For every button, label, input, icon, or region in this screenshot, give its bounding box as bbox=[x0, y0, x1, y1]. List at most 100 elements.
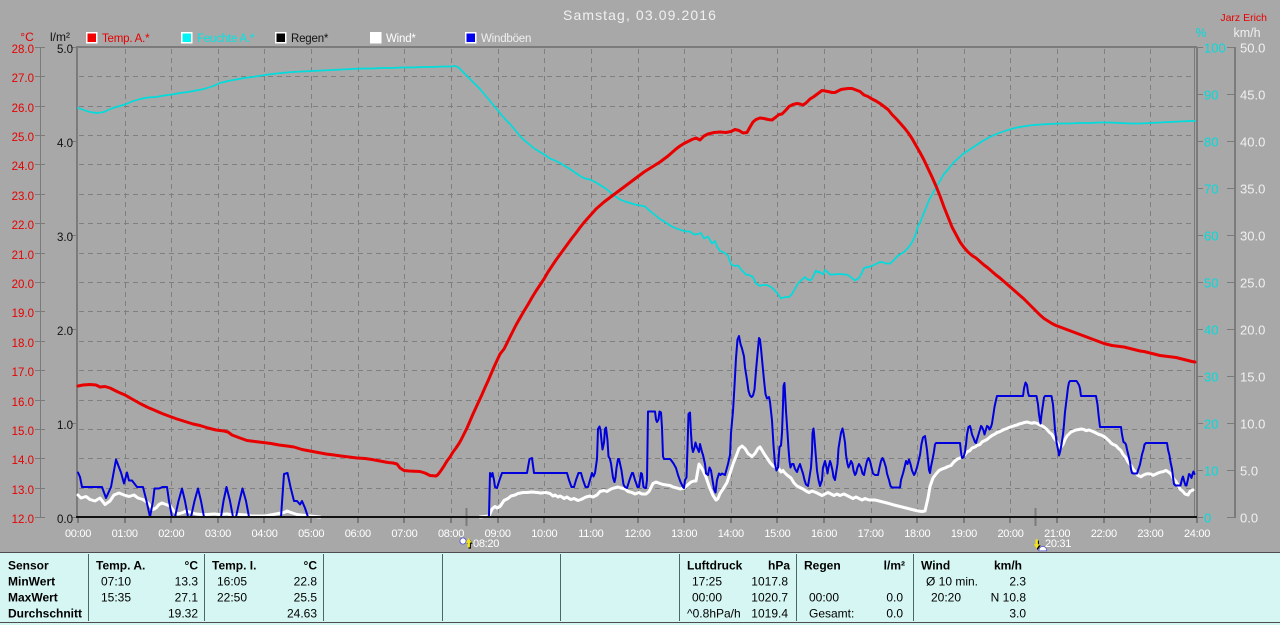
svg-text:25.0: 25.0 bbox=[12, 132, 34, 144]
svg-text:Wind*: Wind* bbox=[386, 33, 416, 45]
svg-text:20.0: 20.0 bbox=[12, 279, 34, 291]
svg-text:23:00: 23:00 bbox=[1137, 528, 1163, 540]
svg-text:5.0: 5.0 bbox=[1240, 464, 1258, 479]
svg-text:30: 30 bbox=[1204, 370, 1218, 385]
svg-text:05:00: 05:00 bbox=[298, 528, 324, 540]
svg-text:14:00: 14:00 bbox=[718, 528, 744, 540]
svg-text:24.63: 24.63 bbox=[287, 607, 317, 621]
svg-text:00:00: 00:00 bbox=[809, 591, 839, 605]
svg-text:20:20: 20:20 bbox=[931, 591, 961, 605]
svg-text:24:00: 24:00 bbox=[1184, 528, 1210, 540]
svg-text:13.3: 13.3 bbox=[175, 575, 199, 589]
svg-text:27.1: 27.1 bbox=[175, 591, 199, 605]
svg-text:04:00: 04:00 bbox=[251, 528, 277, 540]
svg-text:02:00: 02:00 bbox=[158, 528, 184, 540]
svg-text:0: 0 bbox=[1204, 511, 1211, 526]
svg-text:0.0: 0.0 bbox=[57, 514, 73, 526]
svg-text:°C: °C bbox=[304, 559, 318, 573]
svg-text:20:00: 20:00 bbox=[997, 528, 1023, 540]
svg-text:Feuchte A.*: Feuchte A.* bbox=[197, 33, 255, 45]
svg-text:hPa: hPa bbox=[768, 559, 790, 573]
svg-text:km/h: km/h bbox=[994, 559, 1022, 573]
svg-text:19.32: 19.32 bbox=[168, 607, 198, 621]
svg-text:MinWert: MinWert bbox=[8, 575, 55, 589]
svg-text:17:00: 17:00 bbox=[858, 528, 884, 540]
svg-text:07:00: 07:00 bbox=[391, 528, 417, 540]
svg-text:°C: °C bbox=[185, 559, 199, 573]
svg-text:Jarz Erich: Jarz Erich bbox=[1220, 12, 1267, 24]
svg-text:80: 80 bbox=[1204, 135, 1218, 150]
svg-text:20: 20 bbox=[1204, 417, 1218, 432]
svg-text:Gesamt:: Gesamt: bbox=[809, 607, 854, 621]
svg-text:20.0: 20.0 bbox=[1240, 323, 1265, 338]
svg-text:Regen*: Regen* bbox=[291, 33, 329, 45]
svg-text:17:25: 17:25 bbox=[692, 575, 722, 589]
svg-text:40.0: 40.0 bbox=[1240, 135, 1265, 150]
svg-text:20:31: 20:31 bbox=[1045, 538, 1071, 550]
svg-text:12:00: 12:00 bbox=[624, 528, 650, 540]
svg-text:18:00: 18:00 bbox=[904, 528, 930, 540]
svg-text:14.0: 14.0 bbox=[12, 455, 34, 467]
svg-text:Temp. A.: Temp. A. bbox=[96, 559, 145, 573]
svg-text:03:00: 03:00 bbox=[205, 528, 231, 540]
svg-text:10.0: 10.0 bbox=[1240, 417, 1265, 432]
svg-text:0.0: 0.0 bbox=[886, 591, 903, 605]
svg-text:Durchschnitt: Durchschnitt bbox=[8, 607, 82, 621]
svg-text:90: 90 bbox=[1204, 88, 1218, 103]
svg-text:28.0: 28.0 bbox=[12, 44, 34, 56]
svg-text:25.0: 25.0 bbox=[1240, 276, 1265, 291]
svg-text:Temp. I.: Temp. I. bbox=[212, 559, 256, 573]
svg-text:24.0: 24.0 bbox=[12, 161, 34, 173]
svg-text:2.3: 2.3 bbox=[1009, 575, 1026, 589]
svg-text:Windböen: Windböen bbox=[481, 33, 531, 45]
svg-text:60: 60 bbox=[1204, 229, 1218, 244]
svg-text:^0.8hPa/h: ^0.8hPa/h bbox=[687, 607, 741, 621]
svg-text:22:00: 22:00 bbox=[1091, 528, 1117, 540]
svg-text:21.0: 21.0 bbox=[12, 250, 34, 262]
svg-text:12.0: 12.0 bbox=[12, 514, 34, 526]
svg-text:17.0: 17.0 bbox=[12, 367, 34, 379]
svg-text:16:05: 16:05 bbox=[217, 575, 247, 589]
svg-text:Ø 10 min.: Ø 10 min. bbox=[926, 575, 978, 589]
svg-text:06:00: 06:00 bbox=[345, 528, 371, 540]
svg-text:45.0: 45.0 bbox=[1240, 88, 1265, 103]
svg-text:Wind: Wind bbox=[921, 559, 950, 573]
svg-text:Sensor: Sensor bbox=[8, 559, 49, 573]
svg-text:Samstag, 03.09.2016: Samstag, 03.09.2016 bbox=[563, 7, 717, 23]
svg-text:5.0: 5.0 bbox=[57, 44, 73, 56]
svg-text:30.0: 30.0 bbox=[1240, 229, 1265, 244]
svg-text:22.8: 22.8 bbox=[294, 575, 318, 589]
svg-text:16.0: 16.0 bbox=[12, 397, 34, 409]
svg-text:70: 70 bbox=[1204, 182, 1218, 197]
svg-text:10:00: 10:00 bbox=[531, 528, 557, 540]
svg-text:MaxWert: MaxWert bbox=[8, 591, 58, 605]
svg-text:07:10: 07:10 bbox=[101, 575, 131, 589]
svg-text:0.0: 0.0 bbox=[886, 607, 903, 621]
svg-text:1017.8: 1017.8 bbox=[751, 575, 788, 589]
svg-text:13:00: 13:00 bbox=[671, 528, 697, 540]
svg-text:11:00: 11:00 bbox=[578, 528, 603, 540]
svg-text:15:00: 15:00 bbox=[764, 528, 790, 540]
svg-text:22.0: 22.0 bbox=[12, 220, 34, 232]
svg-text:09:00: 09:00 bbox=[485, 528, 511, 540]
svg-text:40: 40 bbox=[1204, 323, 1218, 338]
svg-text:15.0: 15.0 bbox=[1240, 370, 1265, 385]
svg-text:15.0: 15.0 bbox=[12, 426, 34, 438]
svg-text:35.0: 35.0 bbox=[1240, 182, 1265, 197]
svg-text:100: 100 bbox=[1204, 41, 1226, 56]
svg-text:Regen: Regen bbox=[804, 559, 841, 573]
svg-text:50: 50 bbox=[1204, 276, 1218, 291]
svg-text:1020.7: 1020.7 bbox=[751, 591, 788, 605]
svg-text:19.0: 19.0 bbox=[12, 308, 34, 320]
svg-text:0.0: 0.0 bbox=[1240, 511, 1258, 526]
svg-text:08:20: 08:20 bbox=[473, 538, 499, 550]
svg-text:4.0: 4.0 bbox=[57, 138, 73, 150]
svg-text:1019.4: 1019.4 bbox=[751, 607, 788, 621]
svg-text:3.0: 3.0 bbox=[1009, 607, 1026, 621]
svg-text:l/m²: l/m² bbox=[50, 30, 70, 44]
svg-text:N 10.8: N 10.8 bbox=[991, 591, 1027, 605]
svg-text:19:00: 19:00 bbox=[951, 528, 977, 540]
svg-text:2.0: 2.0 bbox=[57, 326, 73, 338]
svg-text:3.0: 3.0 bbox=[57, 232, 73, 244]
svg-text:08:00: 08:00 bbox=[438, 528, 464, 540]
